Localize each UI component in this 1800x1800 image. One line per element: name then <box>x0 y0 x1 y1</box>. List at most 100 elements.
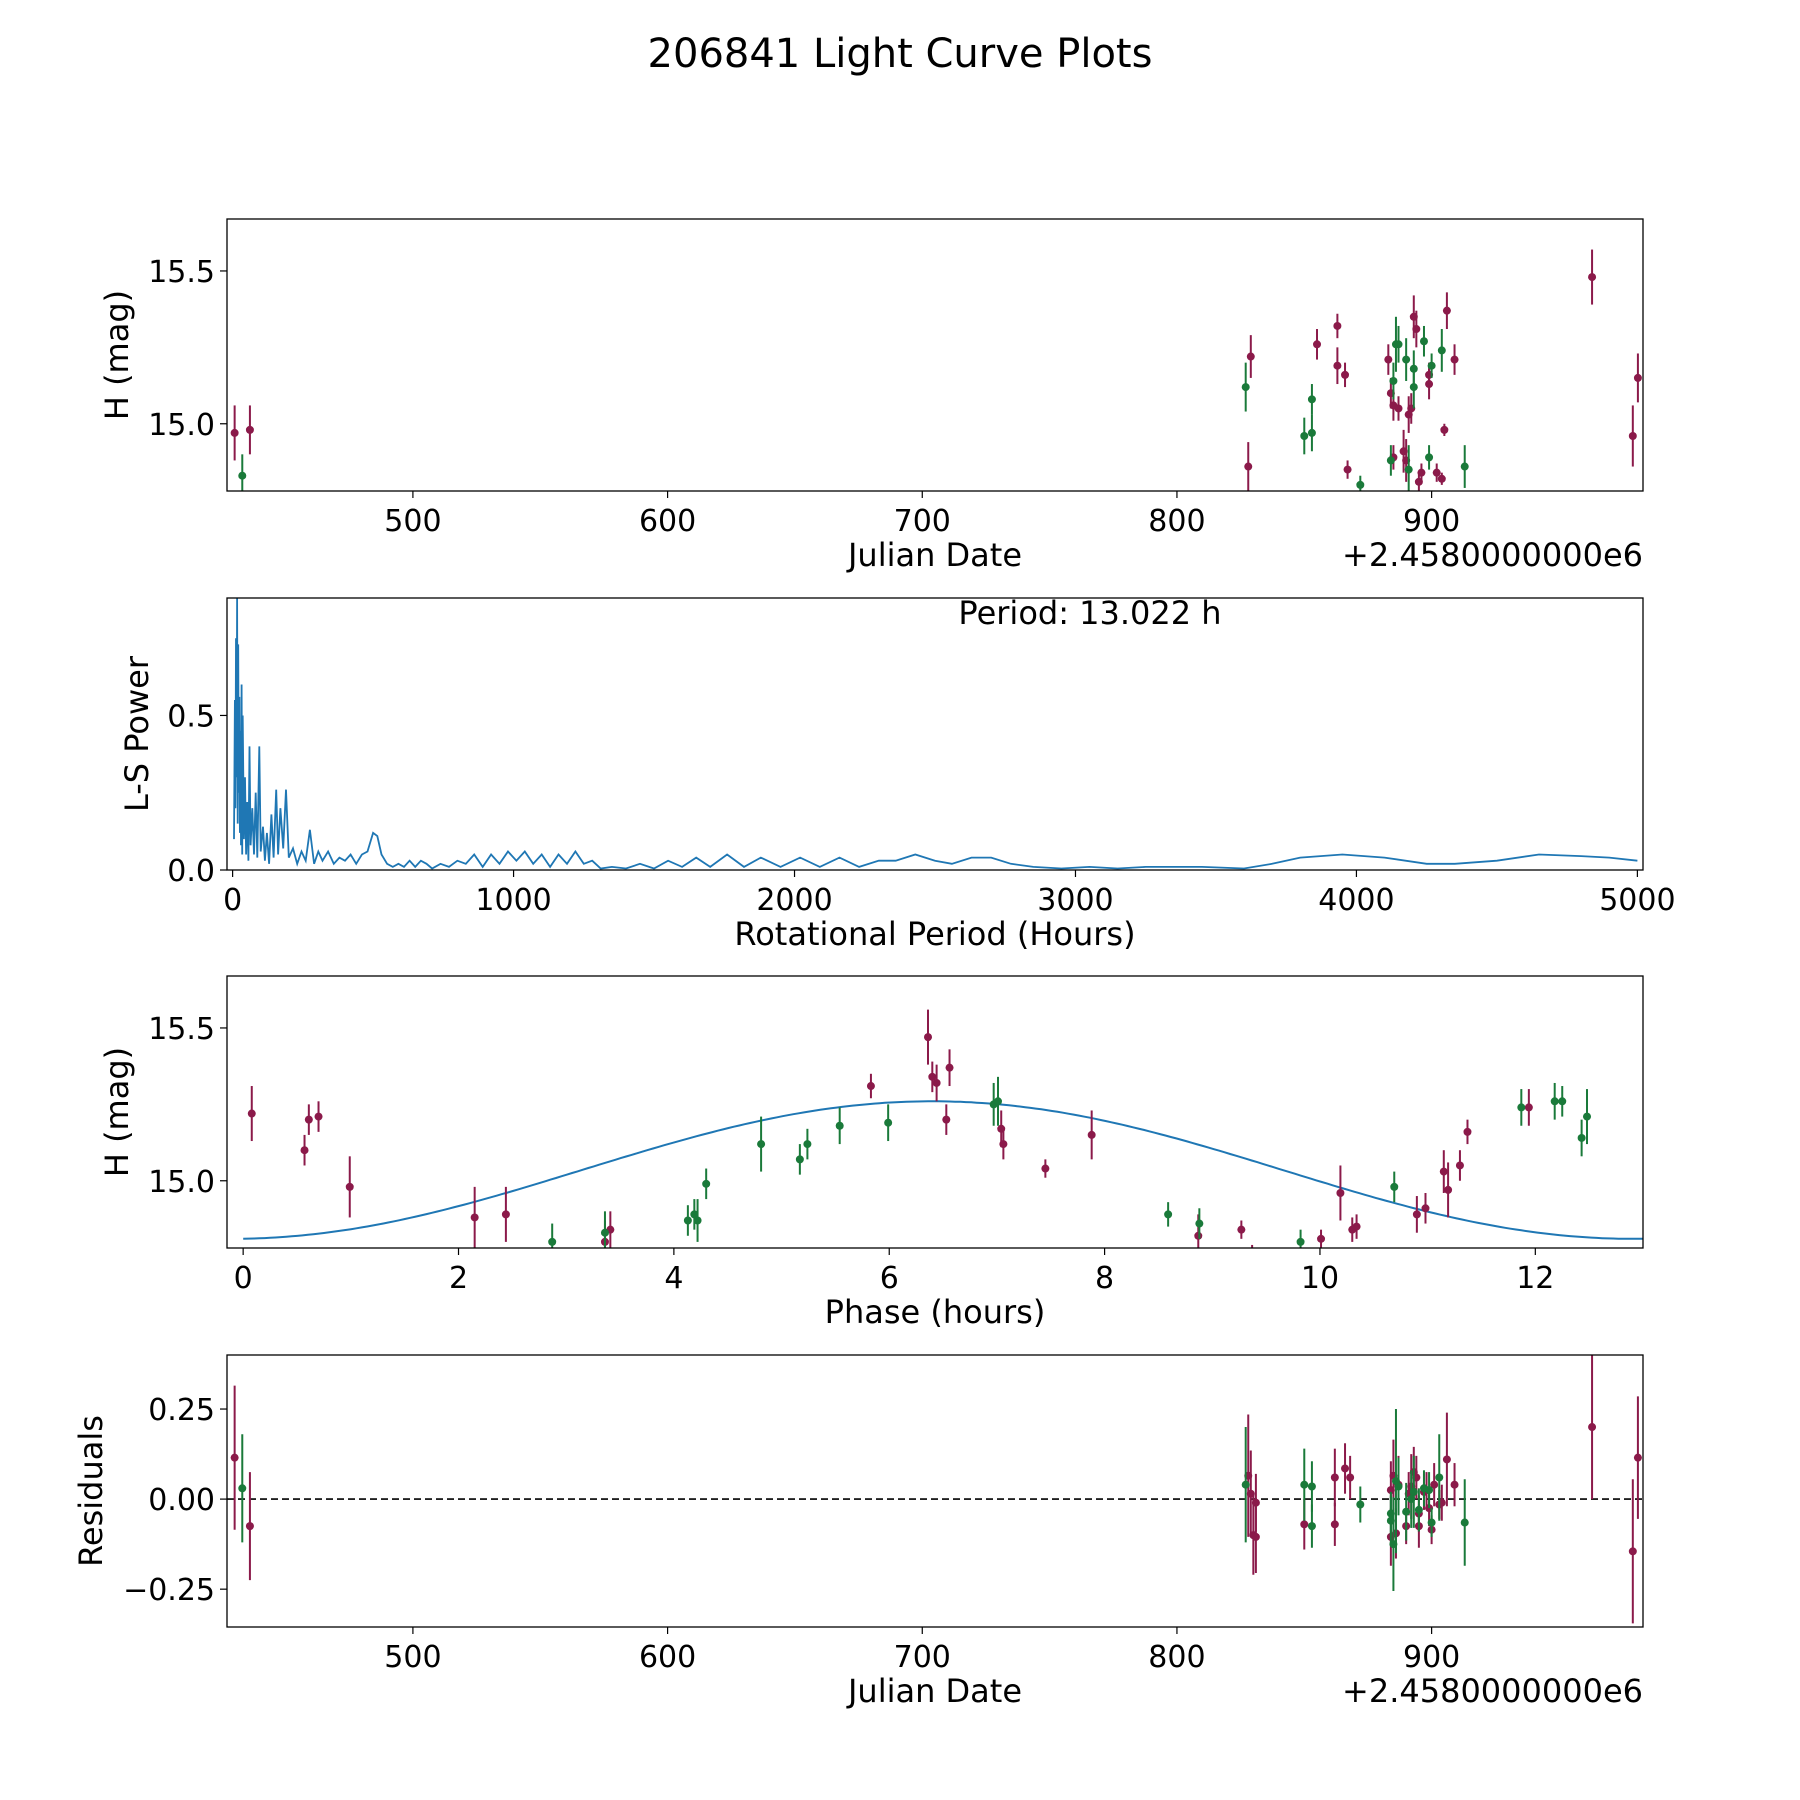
phased-xtick-label: 6 <box>880 1261 899 1296</box>
residuals-data-point <box>1300 1520 1309 1529</box>
phased-data-point <box>1352 1222 1361 1231</box>
lightcurve-data-point <box>1460 462 1469 471</box>
residuals-data-point <box>1330 1473 1339 1482</box>
phased-data-point <box>470 1213 479 1222</box>
residuals-data-point <box>1307 1482 1316 1491</box>
lightcurve-xtick-label: 800 <box>1148 504 1205 539</box>
residuals-data-point <box>1414 1505 1423 1514</box>
phased-data-point <box>803 1140 812 1149</box>
lightcurve-data-point <box>238 471 247 480</box>
residuals-ytick-label: 0.00 <box>148 1483 215 1518</box>
phased-data-point <box>690 1210 699 1219</box>
lightcurve-data-point <box>1437 474 1446 483</box>
lightcurve-data-point <box>1386 456 1395 465</box>
phased-data-point <box>501 1210 510 1219</box>
lightcurve-data-point <box>1412 325 1421 334</box>
phased-data-point <box>1336 1188 1345 1197</box>
lightcurve-data-point <box>1389 376 1398 385</box>
phased-data-point <box>1296 1237 1305 1246</box>
phased-data-point <box>1583 1112 1592 1121</box>
phased-data-point <box>1248 1256 1256 1264</box>
residuals-data-point <box>1341 1464 1350 1473</box>
residuals-data-point <box>1633 1453 1642 1462</box>
phased-data-point <box>1087 1130 1096 1139</box>
phased-data-point <box>1558 1097 1567 1106</box>
lightcurve-data-point <box>1244 462 1253 471</box>
residuals-data-point <box>1251 1532 1260 1541</box>
phased-data-point <box>693 1216 702 1225</box>
phased-xlabel: Phase (hours) <box>825 1293 1046 1331</box>
residuals-plot-area <box>227 1355 1643 1624</box>
phased-data-point <box>1390 1182 1399 1191</box>
phased-data-point <box>866 1082 875 1091</box>
lightcurve-data-point <box>1432 468 1441 477</box>
residuals-xtick-label: 600 <box>639 1640 696 1675</box>
residuals-data-point <box>1251 1498 1260 1507</box>
lightcurve-data-point <box>1333 361 1342 370</box>
phased-data-point <box>1463 1127 1472 1136</box>
residuals-data-point <box>1450 1480 1459 1489</box>
residuals-xtick-label: 800 <box>1148 1640 1205 1675</box>
phased-data-point <box>1412 1210 1421 1219</box>
lightcurve-panel: 500 600 700 800 900 15.0 15.5 Julian Date H (mag… <box>98 218 1644 574</box>
phased-data-point <box>1577 1133 1586 1142</box>
phased-data-point <box>884 1118 893 1127</box>
phased-data-point <box>757 1140 766 1149</box>
residuals-data-point <box>238 1484 247 1493</box>
lightcurve-plot-area <box>230 249 1642 516</box>
residuals-data-point <box>245 1522 254 1531</box>
phased-ytick-label: 15.5 <box>148 1012 215 1047</box>
lightcurve-ytick-label: 15.5 <box>148 255 215 290</box>
lightcurve-data-point <box>1252 508 1260 516</box>
lightcurve-data-point <box>1300 431 1309 440</box>
phased-lightcurve-panel: 0 2 4 6 8 10 12 15.0 15.5 Phase (hours) H (mag) <box>98 975 1644 1331</box>
residuals-data-point <box>1460 1518 1469 1527</box>
phased-data-point <box>1259 1265 1267 1273</box>
phased-model-curve <box>243 1100 1643 1240</box>
lightcurve-data-point <box>230 428 239 437</box>
periodogram-xtick-label: 2000 <box>756 883 832 918</box>
phased-data-point <box>345 1182 354 1191</box>
residuals-data-point <box>1356 1500 1365 1509</box>
periodogram-ylabel: L-S Power <box>118 655 156 812</box>
lightcurve-ylabel: H (mag) <box>98 290 136 420</box>
phased-xtick-label: 2 <box>449 1261 468 1296</box>
phased-data-point <box>1444 1185 1453 1194</box>
phased-data-point <box>945 1063 954 1072</box>
lightcurve-data-point <box>1307 395 1316 404</box>
periodogram-xtick-label: 0 <box>223 883 242 918</box>
lightcurve-data-point <box>1307 428 1316 437</box>
phased-xtick-label: 8 <box>1095 1261 1114 1296</box>
lightcurve-data-point <box>245 425 254 434</box>
residuals-axes-frame <box>226 1354 1644 1628</box>
lightcurve-data-point <box>1588 273 1597 282</box>
phased-xtick-label: 0 <box>234 1261 253 1296</box>
residuals-data-point <box>1402 1507 1411 1516</box>
phased-data-point <box>928 1072 937 1081</box>
lightcurve-data-point <box>1442 306 1451 315</box>
residuals-data-point <box>1430 1480 1439 1489</box>
phased-data-point <box>1164 1210 1173 1219</box>
phased-axes-frame <box>226 975 1644 1249</box>
phased-data-point <box>1524 1103 1533 1112</box>
residuals-ytick-label: −0.25 <box>123 1573 215 1608</box>
lightcurve-data-point <box>1425 380 1434 389</box>
residuals-data-point <box>1425 1486 1434 1495</box>
phased-data-point <box>795 1155 804 1164</box>
phased-data-point <box>1195 1219 1204 1228</box>
periodogram-ytick-label: 0.0 <box>167 854 215 889</box>
lightcurve-offset-label: +2.4580000000e6 <box>1342 536 1643 574</box>
phased-data-point <box>702 1179 711 1188</box>
phased-data-point <box>993 1097 1002 1106</box>
periodogram-panel: 0 1000 2000 3000 4000 5000 0.0 0.5 Rotational Pe… <box>118 594 1676 953</box>
residuals-xlabel: Julian Date <box>846 1672 1022 1710</box>
residuals-data-point <box>1409 1487 1418 1496</box>
residuals-data-point <box>1588 1423 1597 1432</box>
residuals-data-point <box>1300 1480 1309 1489</box>
residuals-data-point <box>230 1453 239 1462</box>
residuals-data-point <box>1628 1547 1637 1556</box>
phased-data-point <box>1550 1097 1559 1106</box>
phased-ytick-label: 15.0 <box>148 1165 215 1200</box>
periodogram-xtick-label: 1000 <box>475 883 551 918</box>
